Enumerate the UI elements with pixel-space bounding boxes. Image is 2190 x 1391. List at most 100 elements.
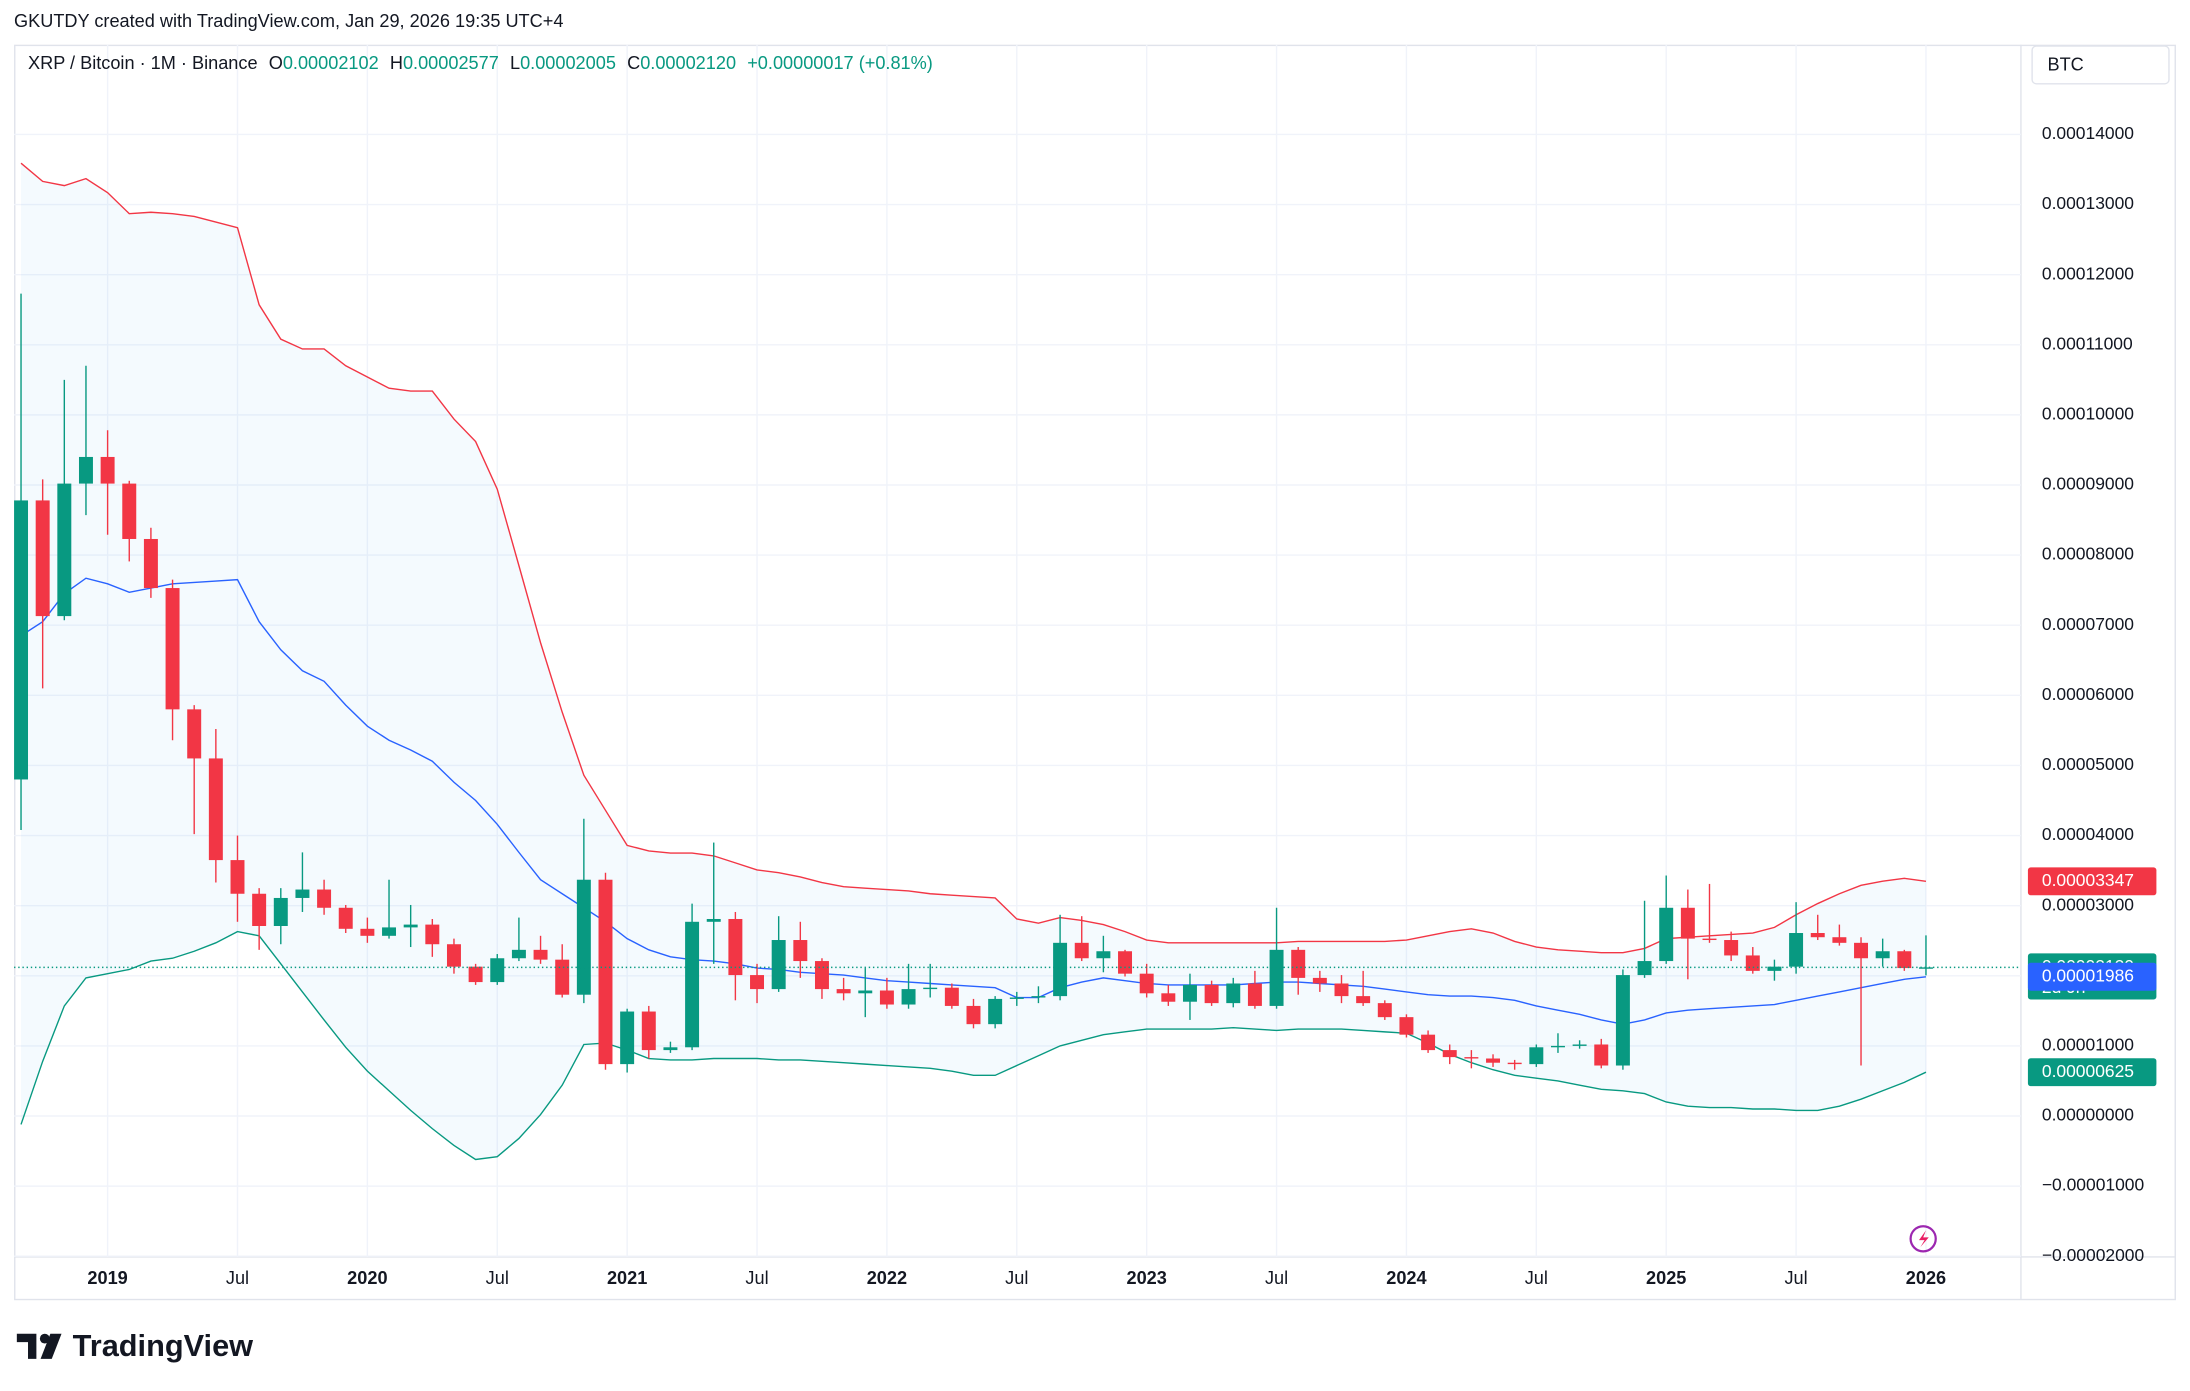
candle-body <box>901 989 916 1005</box>
alert-icon[interactable] <box>1909 1225 1937 1253</box>
candle-body <box>1031 996 1046 998</box>
candle-body <box>706 918 721 922</box>
candle-body <box>1118 951 1133 974</box>
ohlc-key: C <box>627 53 640 73</box>
ohlc-value: 0.00002120 <box>640 53 736 73</box>
alert-icon-bolt[interactable] <box>1918 1230 1929 1248</box>
candle-body <box>620 1011 635 1065</box>
y-tick-label: 0.00009000 <box>2042 474 2134 494</box>
y-tick-label: 0.00004000 <box>2042 824 2134 844</box>
candle-body <box>1204 984 1219 1004</box>
candle-body <box>425 924 440 945</box>
candle-body <box>57 483 72 617</box>
y-tick-label: 0.00008000 <box>2042 544 2134 564</box>
candle-body <box>14 500 29 780</box>
ohlc-value: 0.00002577 <box>403 53 499 73</box>
candle-body <box>360 928 375 936</box>
x-tick-label: Jul <box>1525 1268 1548 1288</box>
x-tick-label: Jul <box>226 1268 249 1288</box>
candle-body <box>122 483 137 539</box>
x-tick-label: Jul <box>1265 1268 1288 1288</box>
candle-body <box>143 538 158 589</box>
candle-body <box>1269 949 1284 1006</box>
y-tick-label: 0.00012000 <box>2042 263 2134 283</box>
candle-body <box>1875 951 1890 959</box>
candle-body <box>858 990 873 994</box>
x-tick-label: Jul <box>486 1268 509 1288</box>
candle-body <box>1377 1003 1392 1018</box>
price-label-box <box>2027 867 2157 896</box>
candle-body <box>1486 1058 1501 1063</box>
candle-body <box>1724 940 1739 956</box>
y-tick-label: 0.00013000 <box>2042 193 2134 213</box>
candle-body <box>771 940 786 990</box>
x-tick-label: 2022 <box>867 1268 907 1288</box>
x-tick-label: Jul <box>745 1268 768 1288</box>
candle-body <box>252 893 267 926</box>
candle-body <box>1247 983 1262 1006</box>
band-middle <box>20 577 1927 1025</box>
x-tick-label: Jul <box>1005 1268 1028 1288</box>
candle-body <box>1659 907 1674 962</box>
ohlc-key: H <box>390 53 403 73</box>
price-label: 0.00003347 <box>2042 870 2134 890</box>
x-tick-label: 2019 <box>87 1268 127 1288</box>
band-fill <box>21 163 1926 1160</box>
candle-body <box>1053 942 1068 997</box>
candle-body <box>446 944 461 967</box>
candle-body <box>1421 1034 1436 1051</box>
x-tick-label: 2024 <box>1386 1268 1426 1288</box>
candle-body <box>35 500 50 617</box>
candle-body <box>598 879 613 1065</box>
candle-body <box>1572 1044 1587 1046</box>
candle-body <box>1550 1045 1565 1048</box>
symbol-header: XRP / Bitcoin · 1M · Binance O0.00002102 H… <box>28 53 933 73</box>
candle-body <box>1356 996 1371 1004</box>
candle-body <box>273 897 288 926</box>
candle-body <box>1399 1017 1414 1035</box>
currency-button[interactable]: BTC <box>2031 45 2170 85</box>
candle-body <box>1182 984 1197 1002</box>
logo-dot <box>39 1333 50 1344</box>
candle-body <box>1074 942 1089 959</box>
candle-body <box>490 958 505 983</box>
ohlc-value: 0.00002005 <box>520 53 616 73</box>
candle-body <box>641 1011 656 1051</box>
candle-body <box>1854 942 1869 959</box>
band-upper <box>20 162 1927 954</box>
candle-body <box>187 709 202 759</box>
candle-body <box>1615 975 1630 1066</box>
alert-icon-ring[interactable] <box>1909 1225 1937 1253</box>
price-label-box <box>2027 1058 2157 1087</box>
ohlc-key: O <box>269 53 283 73</box>
candle-body <box>1507 1062 1522 1065</box>
plot-area <box>14 162 2021 1161</box>
candle-body <box>663 1047 678 1051</box>
price-label: 0.00001986 <box>2042 965 2134 985</box>
y-tick-label: 0.00001000 <box>2042 1035 2134 1055</box>
candle-body <box>1161 993 1176 1002</box>
y-tick-label: 0.00007000 <box>2042 614 2134 634</box>
x-tick-label: 2023 <box>1126 1268 1166 1288</box>
candle-body <box>338 907 353 929</box>
y-tick-label: 0.00006000 <box>2042 684 2134 704</box>
y-tick-label: 0.00010000 <box>2042 403 2134 423</box>
candle-body <box>317 889 332 908</box>
symbol: XRP / Bitcoin · 1M · Binance <box>28 53 258 73</box>
x-tick-label: 2021 <box>607 1268 647 1288</box>
x-tick-label: 2020 <box>347 1268 387 1288</box>
candle-body <box>533 949 548 960</box>
change: +0.00000017 (+0.81%) <box>747 53 933 73</box>
candle-body <box>1810 933 1825 938</box>
currency-button-label[interactable]: BTC <box>2047 54 2083 74</box>
y-tick-label: 0.00014000 <box>2042 123 2134 143</box>
candle-body <box>966 1005 981 1025</box>
candle-body <box>555 959 570 995</box>
candle-body <box>208 758 223 861</box>
currency-button-box[interactable] <box>2031 45 2170 85</box>
candle-body <box>750 975 765 990</box>
logo-slash <box>40 1333 62 1359</box>
candle-body <box>1789 933 1804 967</box>
axes: 0.00014000 0.00013000 0.00012000 0.00011000… <box>87 123 2157 1288</box>
